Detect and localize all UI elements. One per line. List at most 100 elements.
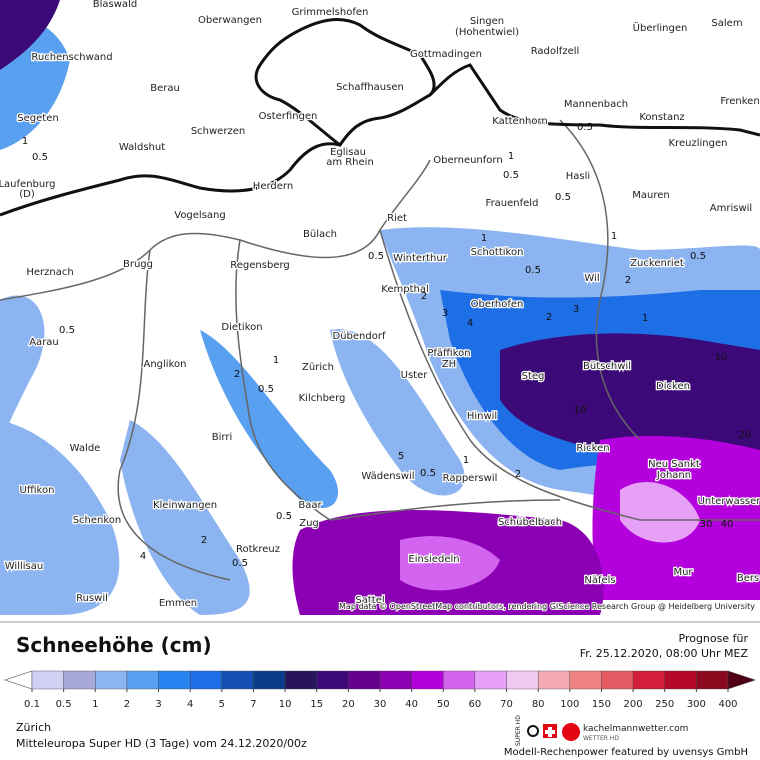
legend-tick-label: 80 [532,699,545,710]
place-label: Mur [673,567,693,578]
place-label: Rapperswil [443,473,498,484]
place-label: Konstanz [639,112,684,123]
place-label: Aarau [29,337,59,348]
contour-label: 0.5 [368,251,384,262]
place-label: Bülach [303,229,337,240]
legend-swatch [632,670,665,690]
place-label: (Hohentwiel) [455,27,519,38]
contour-label: 10 [574,405,587,416]
place-label: Baar [298,500,322,511]
place-label: Oberneunforn [433,155,502,166]
place-label: Riet [387,213,407,224]
contour-label: 2 [546,312,552,323]
contour-label: 3 [573,304,579,315]
place-label: Amriswil [710,203,752,214]
forecast-time: Fr. 25.12.2020, 08:00 Uhr MEZ [580,647,749,660]
place-label: Wil [584,273,599,284]
snow-area [400,536,500,591]
contour-label: 0.5 [420,468,436,479]
place-label: ZH [442,359,456,370]
place-label: Ricken [576,443,609,454]
snow-area [200,330,339,509]
place-label: Dübendorf [333,331,386,342]
contour-label: 0.5 [555,192,571,203]
contour-label: 0.5 [577,122,593,133]
place-label: Neu Sankt [648,459,700,470]
contour-label: 1 [273,355,279,366]
legend-tick-label: 0.1 [24,699,40,710]
legend-swatch [284,670,317,690]
place-label: Einsiedeln [408,554,459,565]
place-label: Hasli [566,171,590,182]
place-label: Frenken [720,96,759,107]
place-label: Salem [711,18,742,29]
legend-tick-label: 20 [342,699,355,710]
legend-tick-label: 0.5 [56,699,72,710]
legend-tick-label: 200 [624,699,643,710]
legend-swatch [443,670,476,690]
brand-sub: WETTER HD [583,735,619,742]
legend-tick-label: 3 [155,699,161,710]
place-label: Überlingen [633,21,688,34]
place-label: Sattel [355,595,384,606]
logo-k [562,723,580,741]
legend-swatch [31,670,64,690]
contour-label: 1 [611,231,617,242]
contour-label: 40 [721,519,734,530]
legend-tick-label: 4 [187,699,193,710]
legend-tick-label: 2 [124,699,130,710]
contour-label: 1 [481,233,487,244]
logo-superhd: SUPER HD [515,715,522,746]
place-label: Singen [470,16,504,27]
canton-borders [0,119,760,581]
legend-tick-label: 15 [310,699,323,710]
place-label: Kempthal [381,284,428,295]
legend-tick-label: 7 [250,699,256,710]
legend-tick-label: 60 [469,699,482,710]
place-label: Walde [70,443,101,454]
legend-swatch [537,670,571,690]
legend-swatch [126,670,159,690]
legend-tick-label: 300 [687,699,706,710]
place-label: Dietikon [221,322,262,333]
place-label: Wädenswil [361,471,414,482]
place-label: Kattenhorn [492,116,548,127]
legend-swatch [158,670,191,690]
title: Schneehöhe (cm) [16,633,212,657]
place-label: Pfäffikon [427,348,470,359]
snow-area [330,329,465,496]
place-label: Dicken [656,381,690,392]
credit: Modell-Rechenpower featured by uvensys G… [504,747,748,758]
place-label: Uffikon [20,485,55,496]
contour-label: 3 [442,308,448,319]
place-label: Schaffhausen [336,82,404,93]
place-label: Bütschwil [583,361,631,372]
place-label: Berau [150,83,180,94]
contour-label: 0.5 [503,170,519,181]
snow-area [500,333,760,460]
swiss-cross [545,727,555,737]
place-label: Herznach [26,267,73,278]
place-label: Emmen [159,598,197,609]
legend-tick-label: 70 [500,699,513,710]
place-label: Johann [656,470,691,481]
contour-label: 5 [398,451,404,462]
contour-label: 2 [625,275,631,286]
country-border [254,18,436,147]
place-label: Winterthur [393,253,448,264]
legend-swatch [189,670,223,690]
contour-label: 2 [234,369,240,380]
legend-tick-label: 150 [592,699,611,710]
place-label: Kleinwangen [153,500,217,511]
place-label: Rotkreuz [236,544,280,555]
place-label: Kilchberg [299,393,346,404]
attribution: Map data © OpenStreetMap contributors, r… [339,602,755,611]
place-label: Oberhofen [471,299,524,310]
place-label: Mauren [632,190,669,201]
legend-swatch [63,670,96,690]
legend-swatch [569,670,602,690]
contour-label: 0.5 [59,325,75,336]
snow-area [120,420,250,615]
legend-swatch [601,670,634,690]
contour-label: 10 [715,352,728,363]
